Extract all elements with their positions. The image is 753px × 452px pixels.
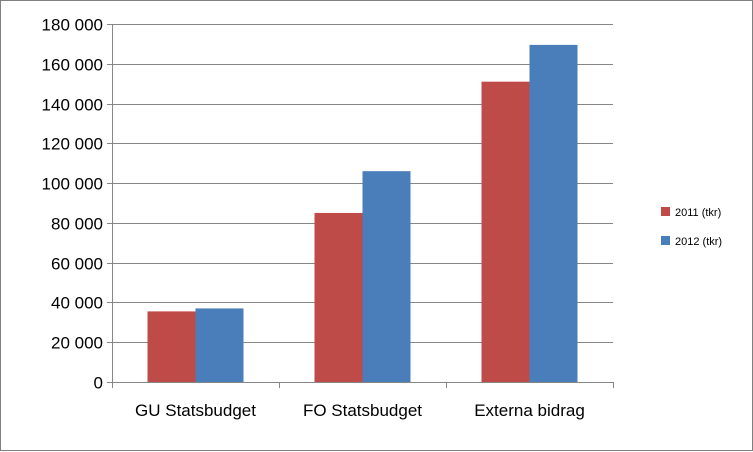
y-tick-label: 40 000 [51, 294, 103, 313]
bar-2011: 2011 (tkr): 85000 [314, 212, 363, 382]
y-tick-label: 0 [94, 374, 103, 393]
bar-2011: 2011 (tkr): 151000 [481, 81, 530, 382]
y-tick-label: 100 000 [42, 175, 103, 194]
y-tick-label: 60 000 [51, 255, 103, 274]
legend-label: 2012 (tkr) [675, 236, 722, 248]
bar-2012: 2012 (tkr): 37000 [195, 308, 244, 382]
x-category-label: Externa bidrag [474, 401, 585, 420]
y-tick-label: 180 000 [42, 16, 103, 35]
legend-swatch [661, 236, 670, 245]
x-category-label: GU Statsbudget [135, 401, 256, 420]
legend-label: 2011 (tkr) [675, 207, 721, 219]
bar-2012: 2012 (tkr): 169500 [529, 44, 578, 383]
legend: 2011 (tkr) 2012 (tkr) [661, 207, 722, 248]
legend-swatch [661, 207, 670, 216]
y-tick-label: 160 000 [42, 56, 103, 75]
y-axis-ticks: 0 20 000 40 000 60 000 80 000 100 000 120 000 1… [42, 16, 112, 393]
bar-2012: 2012 (tkr): 106000 [362, 171, 411, 382]
bars: 2011 (tkr): 355002012 (tkr): 37000 2011 (… [147, 44, 578, 383]
axes [112, 24, 614, 388]
y-tick-label: 120 000 [42, 135, 103, 154]
x-axis-categories: GU Statsbudget FO Statsbudget Externa bidr… [135, 401, 585, 420]
y-tick-label: 80 000 [51, 215, 103, 234]
y-tick-label: 20 000 [51, 334, 103, 353]
x-category-label: FO Statsbudget [303, 401, 422, 420]
y-tick-label: 140 000 [42, 96, 103, 115]
bar-2011: 2011 (tkr): 35500 [147, 311, 196, 382]
